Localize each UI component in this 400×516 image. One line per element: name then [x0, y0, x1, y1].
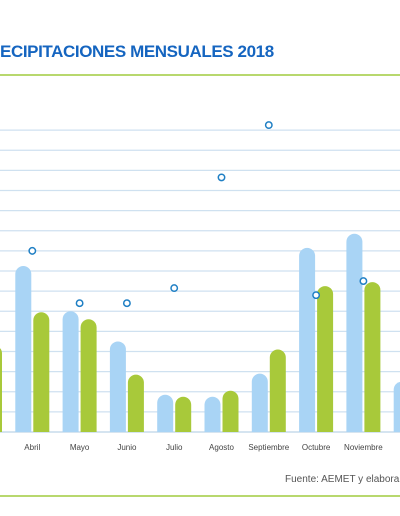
month-label: Junio — [117, 443, 137, 452]
bar-blue — [204, 396, 221, 432]
source-note: Fuente: AEMET y elabora — [285, 474, 400, 485]
source-divider — [0, 495, 400, 497]
bar-green — [0, 348, 2, 432]
bar-blue — [346, 233, 363, 432]
month-label: Agosto — [209, 443, 234, 452]
month-labels: Abril Mayo Junio Julio Agosto Septiembre Octub… — [24, 443, 383, 452]
bar-green — [364, 282, 381, 432]
chart-title: ECIPITACIONES MENSUALES 2018 — [0, 42, 274, 61]
data-dot — [28, 246, 37, 255]
month-label: Mayo — [70, 443, 90, 452]
bar-green — [269, 349, 286, 432]
bar-green — [127, 374, 144, 432]
data-dot — [217, 173, 226, 182]
bar-blue — [299, 247, 316, 432]
bar-green — [222, 390, 239, 432]
bar-green — [33, 312, 50, 432]
month-label: Septiembre — [248, 443, 289, 452]
bar-blue — [251, 373, 268, 432]
data-dot — [264, 121, 273, 130]
gridlines — [0, 129, 400, 433]
bar-blue — [393, 381, 400, 432]
month-label: Octubre — [302, 443, 331, 452]
bar-green — [175, 396, 192, 432]
bar-blue — [109, 341, 126, 432]
data-dot — [122, 299, 131, 308]
month-label: Noviembre — [344, 443, 383, 452]
data-dot — [359, 277, 368, 286]
bar-green — [80, 319, 97, 432]
bar-blue — [157, 394, 174, 432]
month-label: Julio — [166, 443, 183, 452]
bars — [0, 233, 400, 432]
bar-green — [317, 286, 334, 432]
data-dot — [75, 299, 84, 308]
bar-blue — [15, 265, 32, 432]
data-dot — [170, 284, 179, 293]
data-dot — [312, 291, 321, 300]
month-label: Abril — [24, 443, 40, 452]
bar-blue — [62, 311, 79, 432]
dots — [28, 121, 368, 308]
title-divider — [0, 74, 400, 76]
